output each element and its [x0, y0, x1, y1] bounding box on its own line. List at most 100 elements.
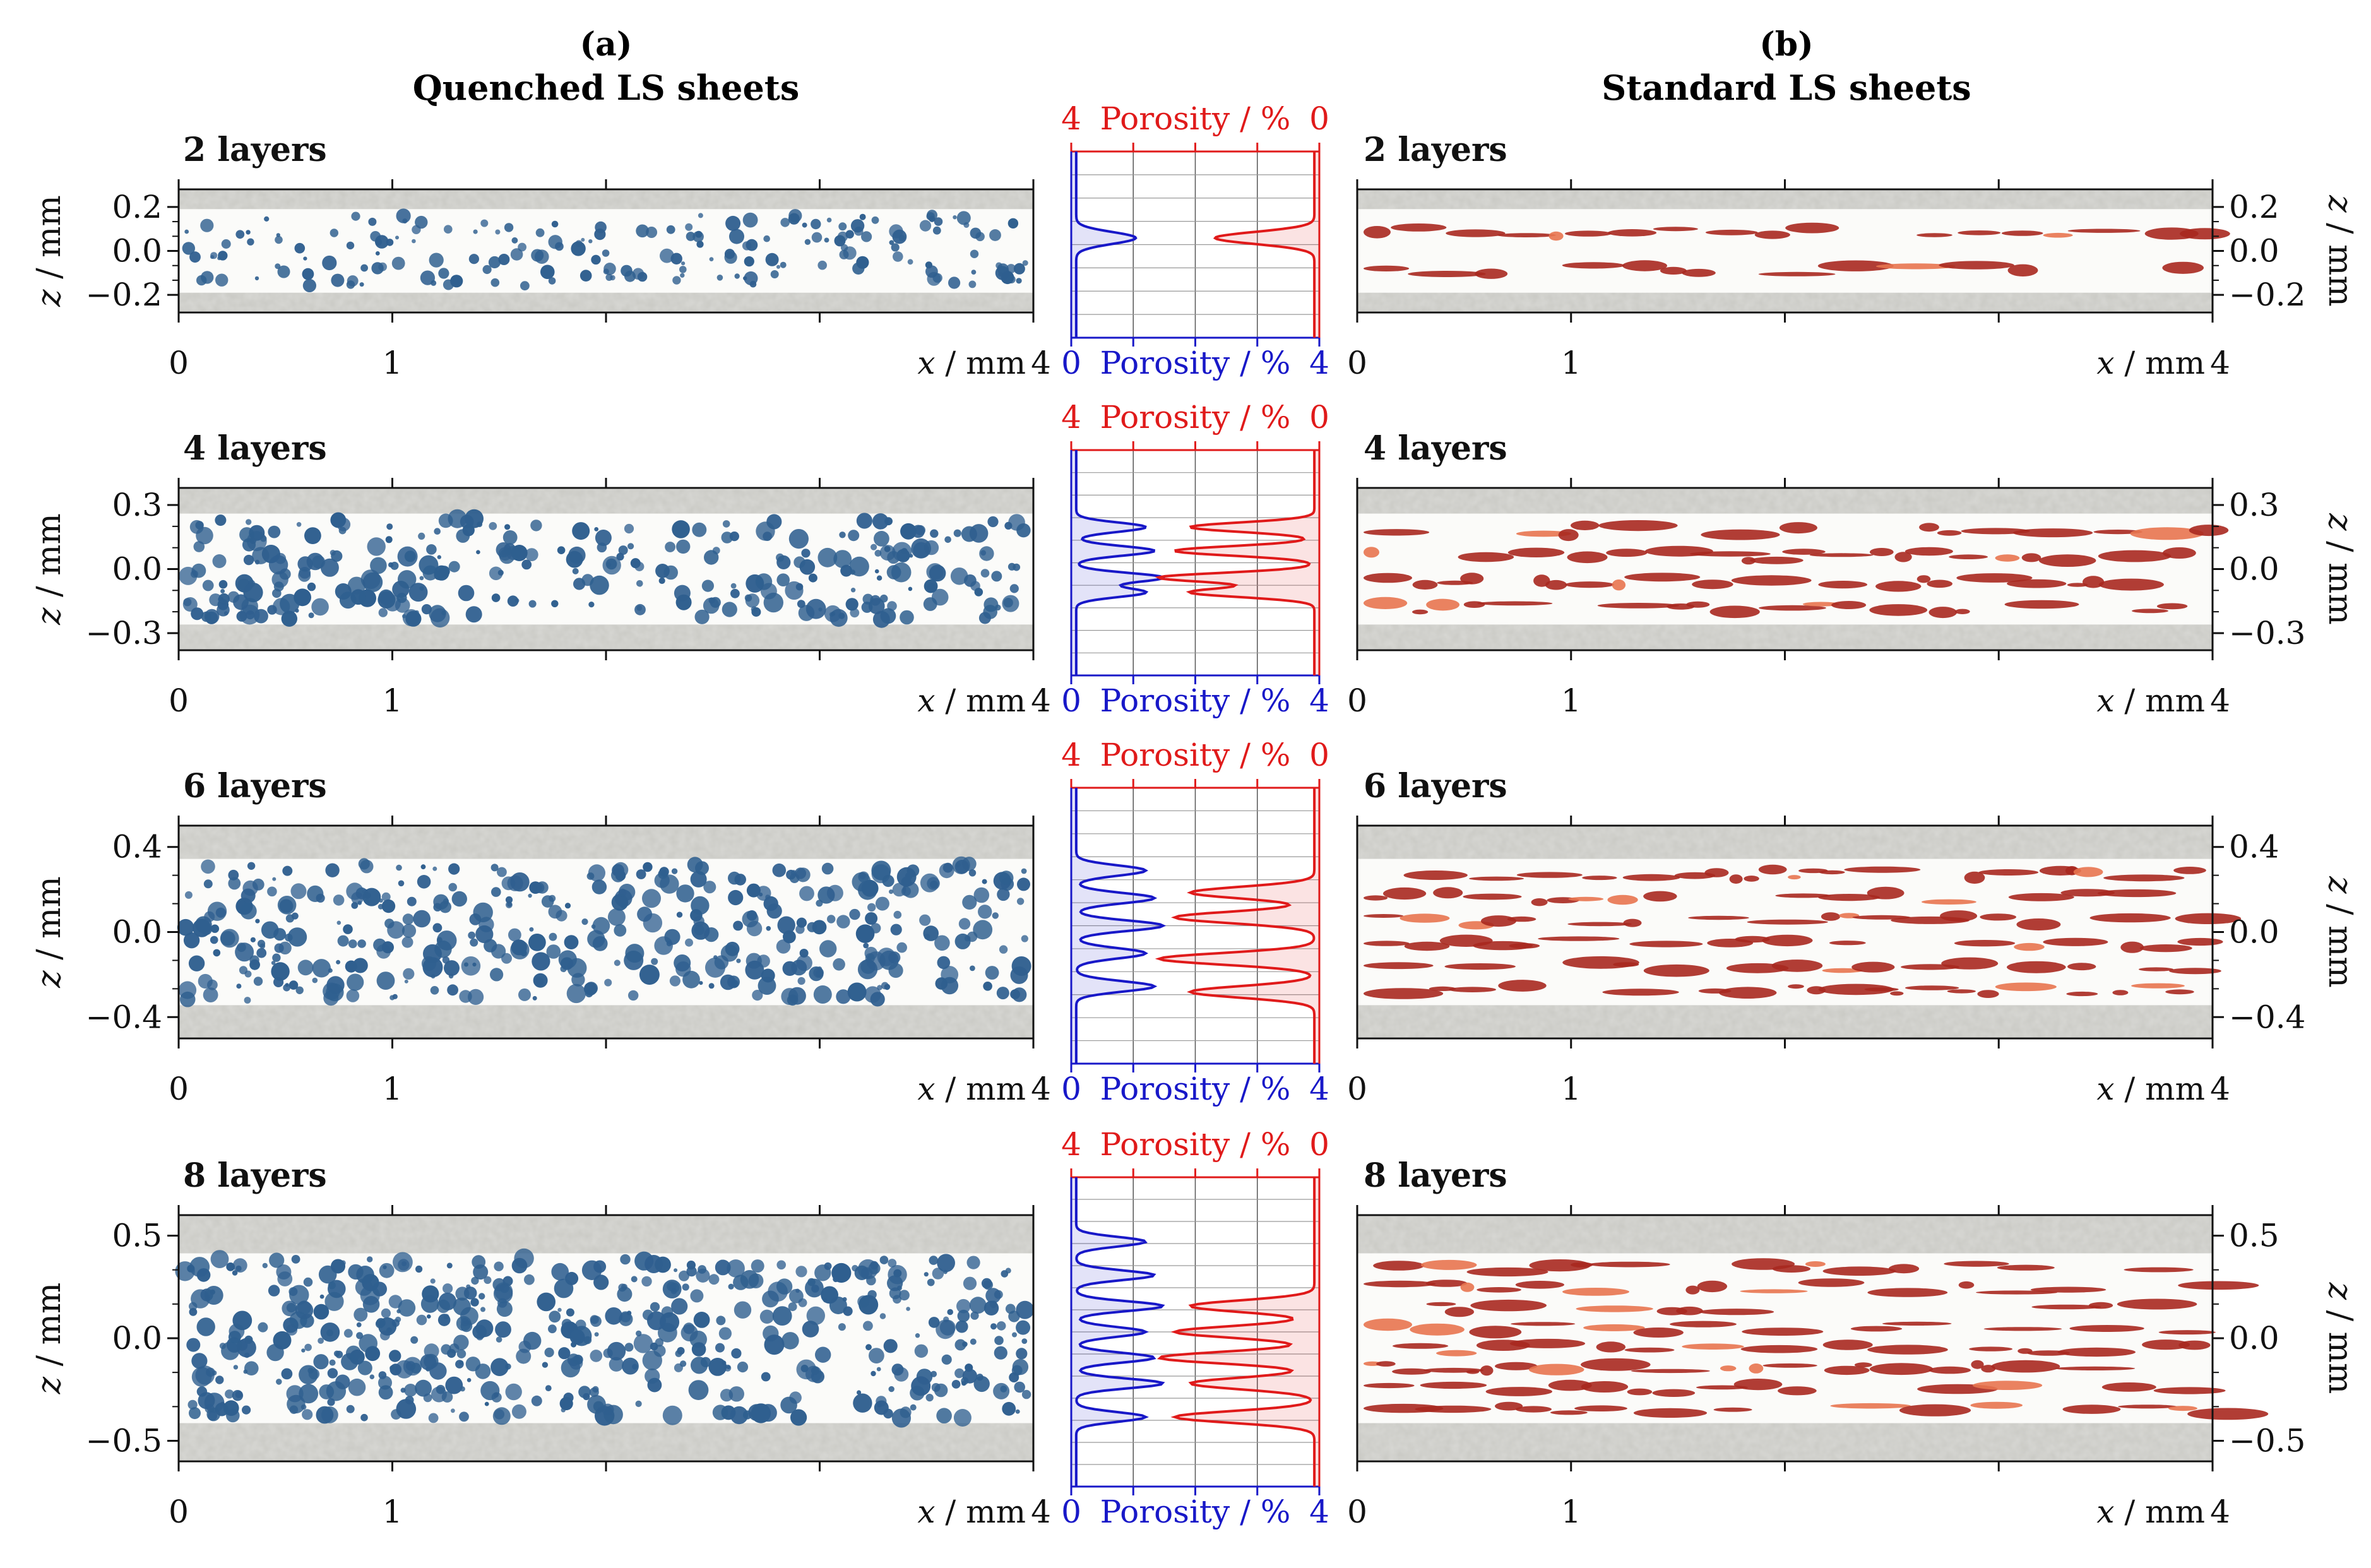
quenched-pore	[204, 911, 215, 922]
left-panel-4: 0 1 4x / mm 0.5 0.0 −0.5 z / mm	[30, 1205, 1051, 1530]
quenched-pore	[824, 1262, 832, 1270]
standard-pore	[1420, 1381, 1487, 1389]
standard-pore	[1937, 530, 1962, 536]
quenched-pore	[221, 239, 231, 249]
quenched-pore	[915, 1333, 920, 1338]
quenched-pore	[275, 235, 283, 244]
quenched-pore	[431, 280, 437, 286]
quenched-pore	[378, 608, 388, 617]
quenched-pore	[285, 914, 294, 923]
quenched-pore	[725, 215, 741, 231]
standard-pore	[1713, 1407, 1752, 1412]
porosity-max-blue: 4	[1309, 345, 1329, 381]
quenched-pore	[438, 513, 453, 528]
standard-pore	[1971, 1360, 1984, 1369]
porosity-max-blue: 4	[1309, 682, 1329, 719]
quenched-pore	[375, 251, 380, 256]
quenched-pore	[969, 524, 989, 543]
quenched-pore	[249, 955, 259, 965]
standard-pore	[2175, 913, 2242, 925]
quenched-pore	[204, 1286, 223, 1305]
quenched-pore	[295, 609, 299, 613]
quenched-pore	[683, 1322, 695, 1334]
quenched-pore	[776, 573, 790, 586]
quenched-pore	[289, 1285, 309, 1305]
quenched-pore	[387, 921, 405, 939]
standard-pore	[1809, 553, 1874, 557]
quenched-pore	[752, 990, 763, 1001]
quenched-pore	[182, 242, 195, 255]
quenched-pore	[964, 935, 971, 942]
standard-pores	[1364, 520, 2229, 619]
quenched-pore	[217, 256, 222, 261]
quenched-pore	[273, 598, 290, 615]
quenched-pore	[816, 900, 823, 907]
quenched-pore	[286, 1385, 304, 1403]
quenched-pore	[628, 990, 639, 1001]
quenched-pores	[179, 509, 1031, 628]
porosity-profile-1: 4 Porosity / % 0 0 Porosity / % 4	[1061, 100, 1329, 381]
quenched-pore	[228, 877, 241, 890]
quenched-pore	[193, 541, 205, 552]
quenched-pore	[244, 970, 252, 978]
standard-pore	[2169, 968, 2221, 975]
quenched-pore	[1007, 562, 1016, 571]
standard-pore	[1772, 1265, 1810, 1273]
quenched-pore	[806, 1306, 826, 1325]
quenched-pore	[929, 1256, 939, 1265]
quenched-pore	[617, 1286, 633, 1302]
quenched-pore	[462, 524, 475, 537]
quenched-pore	[398, 1259, 410, 1271]
quenched-pore	[274, 943, 284, 953]
x-tick-label: 0	[169, 345, 189, 381]
quenched-pore	[797, 977, 805, 985]
quenched-pore	[1021, 935, 1028, 942]
quenched-pore	[549, 1310, 561, 1323]
standard-pore	[1682, 268, 1716, 277]
quenched-pore	[625, 944, 645, 963]
z-tick-label: 0.0	[112, 551, 162, 588]
quenched-pore	[691, 896, 710, 915]
quenched-pore	[419, 576, 424, 581]
quenched-pore	[672, 520, 690, 538]
quenched-pore	[546, 944, 561, 959]
quenched-pore	[277, 265, 290, 278]
quenched-pore	[776, 553, 785, 562]
quenched-pore	[900, 610, 914, 625]
quenched-pore	[643, 913, 663, 933]
standard-pore	[2132, 609, 2168, 614]
standard-pore	[1596, 1341, 1626, 1353]
quenched-pore	[893, 910, 902, 919]
quenched-pore	[220, 589, 225, 593]
quenched-pore	[852, 262, 865, 275]
quenched-pore	[883, 1339, 898, 1353]
quenched-pore	[396, 864, 402, 871]
row-1: 0 1 4x / mm0.20.0−0.2z / mm0 1 4x / mm0.20.0…	[30, 100, 2359, 381]
quenched-pore	[893, 251, 903, 262]
standard-pore	[1463, 893, 1522, 900]
standard-pore	[1788, 984, 1804, 989]
quenched-pore	[232, 1310, 253, 1331]
quenched-pore	[770, 270, 779, 278]
standard-pore	[1851, 961, 1895, 973]
standard-pore	[1598, 520, 1678, 532]
standard-pore	[1844, 866, 1921, 873]
quenched-pore	[504, 223, 514, 232]
quenched-pore	[1021, 1338, 1028, 1345]
quenched-pore	[813, 967, 824, 978]
quenched-pore	[808, 573, 817, 583]
quenched-pore	[475, 1319, 494, 1338]
standard-pore	[1686, 601, 1710, 608]
quenched-pore	[468, 989, 484, 1005]
quenched-pore	[840, 564, 852, 577]
quenched-pore	[645, 1368, 660, 1384]
standard-pore	[1824, 1365, 1870, 1375]
quenched-pore	[413, 910, 431, 928]
standard-pore	[1818, 894, 1881, 901]
standard-pore	[1653, 227, 1698, 232]
standard-pore	[1364, 895, 1388, 901]
quenched-pore	[451, 1408, 455, 1413]
standard-pore	[1805, 1261, 1826, 1267]
quenched-pore	[465, 606, 482, 623]
quenched-pore	[412, 239, 416, 244]
